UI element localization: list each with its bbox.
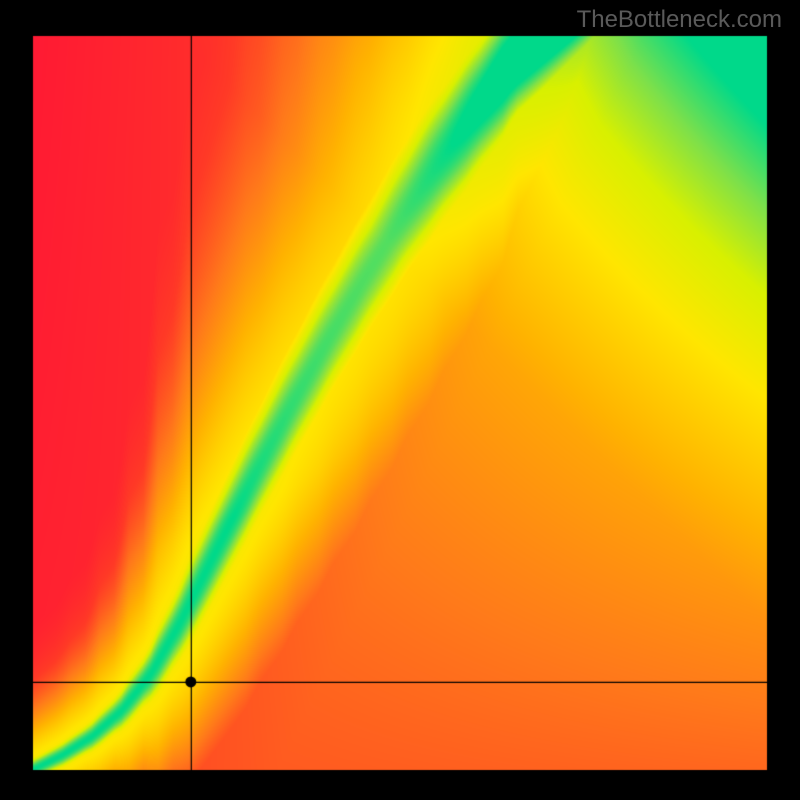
chart-container: { "watermark": { "text": "TheBottleneck.…	[0, 0, 800, 800]
watermark-text: TheBottleneck.com	[577, 6, 782, 34]
bottleneck-heatmap	[0, 0, 800, 800]
